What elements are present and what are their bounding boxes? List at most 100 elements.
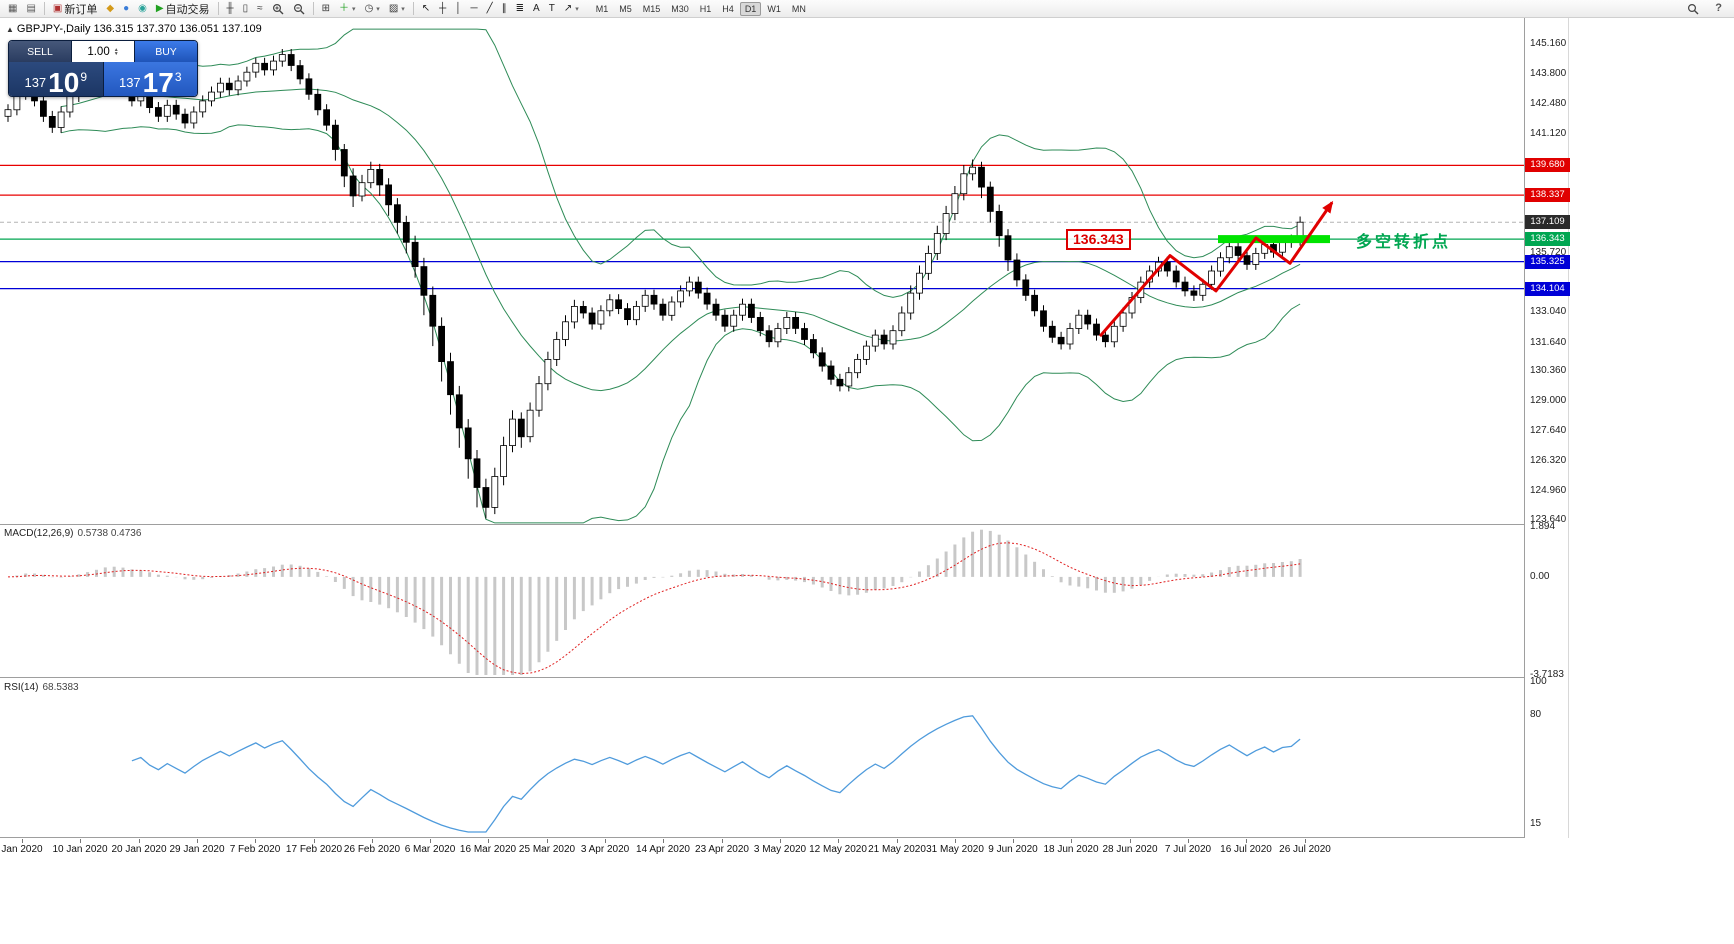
toolbar-button-group: ▦ ▤ ▣ 新订单 ◆ ● ◉ ▶ 自动交易 ╫ ▯ ≈ ⊞ ＋ ▾ ◷ ▾ ▨ ▾ ↖ ┼ │ ─ ╱ ∥ ≣ A T ↗ ▾ <box>4 1 583 17</box>
text-icon: A <box>533 2 540 14</box>
price-tick-label: 141.120 <box>1530 128 1567 139</box>
date-label: 20 Jan 2020 <box>111 844 167 855</box>
rsi-indicator-panel[interactable] <box>0 679 1524 836</box>
arrows-icon[interactable]: ↗ ▾ <box>560 1 583 17</box>
channel-icon: ∥ <box>501 2 507 14</box>
macd-chart <box>7 529 1302 675</box>
templates-icon[interactable]: ▨ ▾ <box>385 1 409 17</box>
timeframe-button-MN[interactable]: MN <box>791 3 806 14</box>
zoom-out-icon[interactable] <box>289 1 309 17</box>
time-tick <box>139 839 140 843</box>
macd-histogram <box>15 529 1302 675</box>
timeframe-button-M1[interactable]: M1 <box>595 3 609 14</box>
volume-input[interactable]: 1.00 ▲ ▼ <box>71 41 135 62</box>
timeframe-button-W1[interactable]: W1 <box>767 3 781 14</box>
one-click-collapse-arrow[interactable]: ▲ <box>6 25 14 34</box>
search-icon[interactable] <box>1683 1 1703 17</box>
timeframe-button-D1[interactable]: D1 <box>739 1 762 16</box>
tile-windows-icon[interactable]: ⊞ <box>318 1 334 17</box>
horizontal-line-icon[interactable]: ─ <box>467 1 482 17</box>
price-tag: 138.337 <box>1525 188 1570 202</box>
date-label: 17 Feb 2020 <box>285 844 343 855</box>
autotrading-button[interactable]: ▶ 自动交易 <box>152 1 214 17</box>
trendline-icon: ╱ <box>486 2 493 14</box>
new-chart-icon[interactable]: ▦ <box>4 1 21 17</box>
price-tick-label: 145.160 <box>1530 38 1567 49</box>
bar-chart-icon[interactable]: ╫ <box>223 1 238 17</box>
timeframe-button-M30[interactable]: M30 <box>671 3 689 14</box>
cursor-icon[interactable]: ↖ <box>418 1 434 17</box>
help-icon[interactable]: ? <box>1711 1 1726 17</box>
toolbar-separator <box>217 2 219 15</box>
zoom-in-icon[interactable] <box>268 1 288 17</box>
price-callout-box[interactable]: 136.343 <box>1066 229 1131 250</box>
metaeditor-icon: ◆ <box>106 2 115 14</box>
channel-icon[interactable]: ∥ <box>498 1 511 17</box>
metaeditor-icon[interactable]: ◆ <box>102 1 118 17</box>
time-axis[interactable]: Jan 2020 10 Jan 2020 20 Jan 2020 29 Jan 202… <box>0 838 1569 857</box>
magnifier-glass <box>293 3 305 14</box>
time-tick <box>1188 839 1189 843</box>
trendline-icon[interactable]: ╱ <box>483 1 497 17</box>
sell-price-int: 137 <box>24 75 47 90</box>
crosshair-icon: ┼ <box>439 2 447 14</box>
text-label-icon[interactable]: T <box>545 1 559 17</box>
timeframe-button-M15[interactable]: M15 <box>642 3 661 14</box>
date-label: 18 Jun 2020 <box>1043 844 1099 855</box>
turning-point-label[interactable]: 多空转折点 <box>1356 234 1452 251</box>
volume-spinner-icon[interactable]: ▲ ▼ <box>113 46 119 57</box>
community-icon[interactable]: ◉ <box>134 1 151 17</box>
price-scale[interactable]: 145.160 143.800 142.480 141.120 135.720 133.0… <box>1524 18 1570 857</box>
new-order-button[interactable]: ▣ 新订单 <box>49 1 101 17</box>
panel-separator[interactable] <box>0 524 1569 525</box>
price-tag: 134.104 <box>1525 282 1570 296</box>
periods-icon[interactable]: ◷ ▾ <box>361 1 384 17</box>
new-chart-icon: ▦ <box>8 2 18 14</box>
time-tick <box>838 839 839 843</box>
timeframe-button-H1[interactable]: H1 <box>699 3 712 14</box>
time-tick <box>430 839 431 843</box>
macd-indicator-panel[interactable] <box>0 525 1524 677</box>
indicators-icon[interactable]: ＋ ▾ <box>335 1 360 17</box>
buy-button[interactable]: BUY <box>135 41 197 62</box>
sell-price-button[interactable]: 137 10 9 <box>9 62 104 97</box>
main-price-chart[interactable] <box>0 18 1524 524</box>
toolbar-separator <box>312 2 314 15</box>
toolbar-right-group: ? <box>1683 1 1730 17</box>
magnifier-glass <box>272 3 284 14</box>
price-tag: 135.325 <box>1525 255 1570 269</box>
timeframe-button-H4[interactable]: H4 <box>722 3 734 14</box>
profiles-icon[interactable]: ▤ <box>22 1 39 17</box>
sell-button[interactable]: SELL <box>9 41 71 62</box>
date-label: 7 Jul 2020 <box>1164 844 1212 855</box>
time-tick <box>1071 839 1072 843</box>
macd-values: 0.5738 0.4736 <box>77 528 142 539</box>
timeframe-button-M5[interactable]: M5 <box>619 3 632 14</box>
time-tick <box>314 839 315 843</box>
ohlc-values: 136.315 137.370 136.051 137.109 <box>93 23 262 35</box>
vertical-line-icon[interactable]: │ <box>451 1 465 17</box>
price-tick-label: 127.640 <box>1530 425 1567 436</box>
price-tag: 137.109 <box>1525 215 1570 229</box>
date-label: 10 Jan 2020 <box>52 844 108 855</box>
rsi-scale-label: 80 <box>1530 709 1542 720</box>
horizontal-line-icon: ─ <box>470 2 478 14</box>
line-chart-icon[interactable]: ≈ <box>253 1 267 17</box>
cursor-icon: ↖ <box>421 2 431 14</box>
magnifier-glass <box>1688 3 1699 14</box>
sell-price-big: 10 <box>48 67 80 97</box>
price-tick-label: 124.960 <box>1530 485 1567 496</box>
buy-price-button[interactable]: 137 17 3 <box>103 62 197 96</box>
tile-windows-icon: ⊞ <box>321 2 331 14</box>
market-watch-icon: ● <box>123 2 130 14</box>
crosshair-icon[interactable]: ┼ <box>435 1 450 17</box>
candlestick-icon[interactable]: ▯ <box>239 1 253 17</box>
panel-separator[interactable] <box>0 677 1569 678</box>
date-label: 29 Jan 2020 <box>169 844 225 855</box>
fibonacci-icon[interactable]: ≣ <box>512 1 528 17</box>
date-label: 21 May 2020 <box>868 844 926 855</box>
market-watch-icon[interactable]: ● <box>119 1 133 17</box>
text-icon[interactable]: A <box>529 1 544 17</box>
community-icon: ◉ <box>138 2 147 14</box>
time-tick <box>1305 839 1306 843</box>
